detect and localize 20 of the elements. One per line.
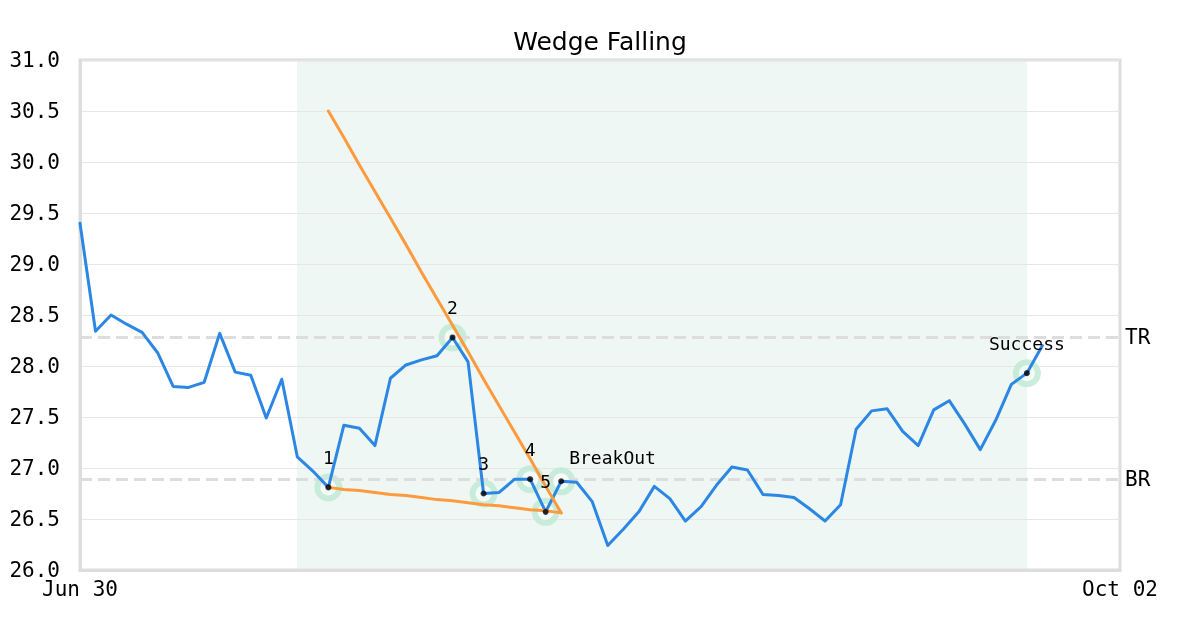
annotation: 4 — [524, 438, 536, 460]
annotation: BreakOut — [569, 446, 656, 468]
annotation: Success — [988, 332, 1065, 354]
annotation: 2 — [447, 296, 458, 318]
ref-line-label: BR — [1125, 467, 1151, 492]
x-tick-label: Oct 02 — [1082, 576, 1158, 601]
y-tick-label: 29.5 — [9, 201, 60, 225]
y-tick-label: 30.5 — [9, 99, 60, 123]
y-tick-label: 30.0 — [9, 150, 60, 174]
y-tick-label: 27.5 — [9, 405, 60, 429]
chart-title: Wedge Falling — [513, 27, 687, 56]
y-tick-label: 26.5 — [9, 507, 60, 531]
y-tick-label: 28.0 — [9, 354, 60, 378]
annotation: 1 — [322, 446, 334, 468]
y-tick-label: 27.0 — [9, 456, 60, 480]
ref-line-label: TR — [1125, 325, 1151, 350]
y-tick-label: 31.0 — [9, 48, 60, 72]
x-tick-label: Jun 30 — [42, 576, 118, 601]
y-tick-label: 28.5 — [9, 303, 60, 327]
y-tick-label: 29.0 — [9, 252, 60, 276]
